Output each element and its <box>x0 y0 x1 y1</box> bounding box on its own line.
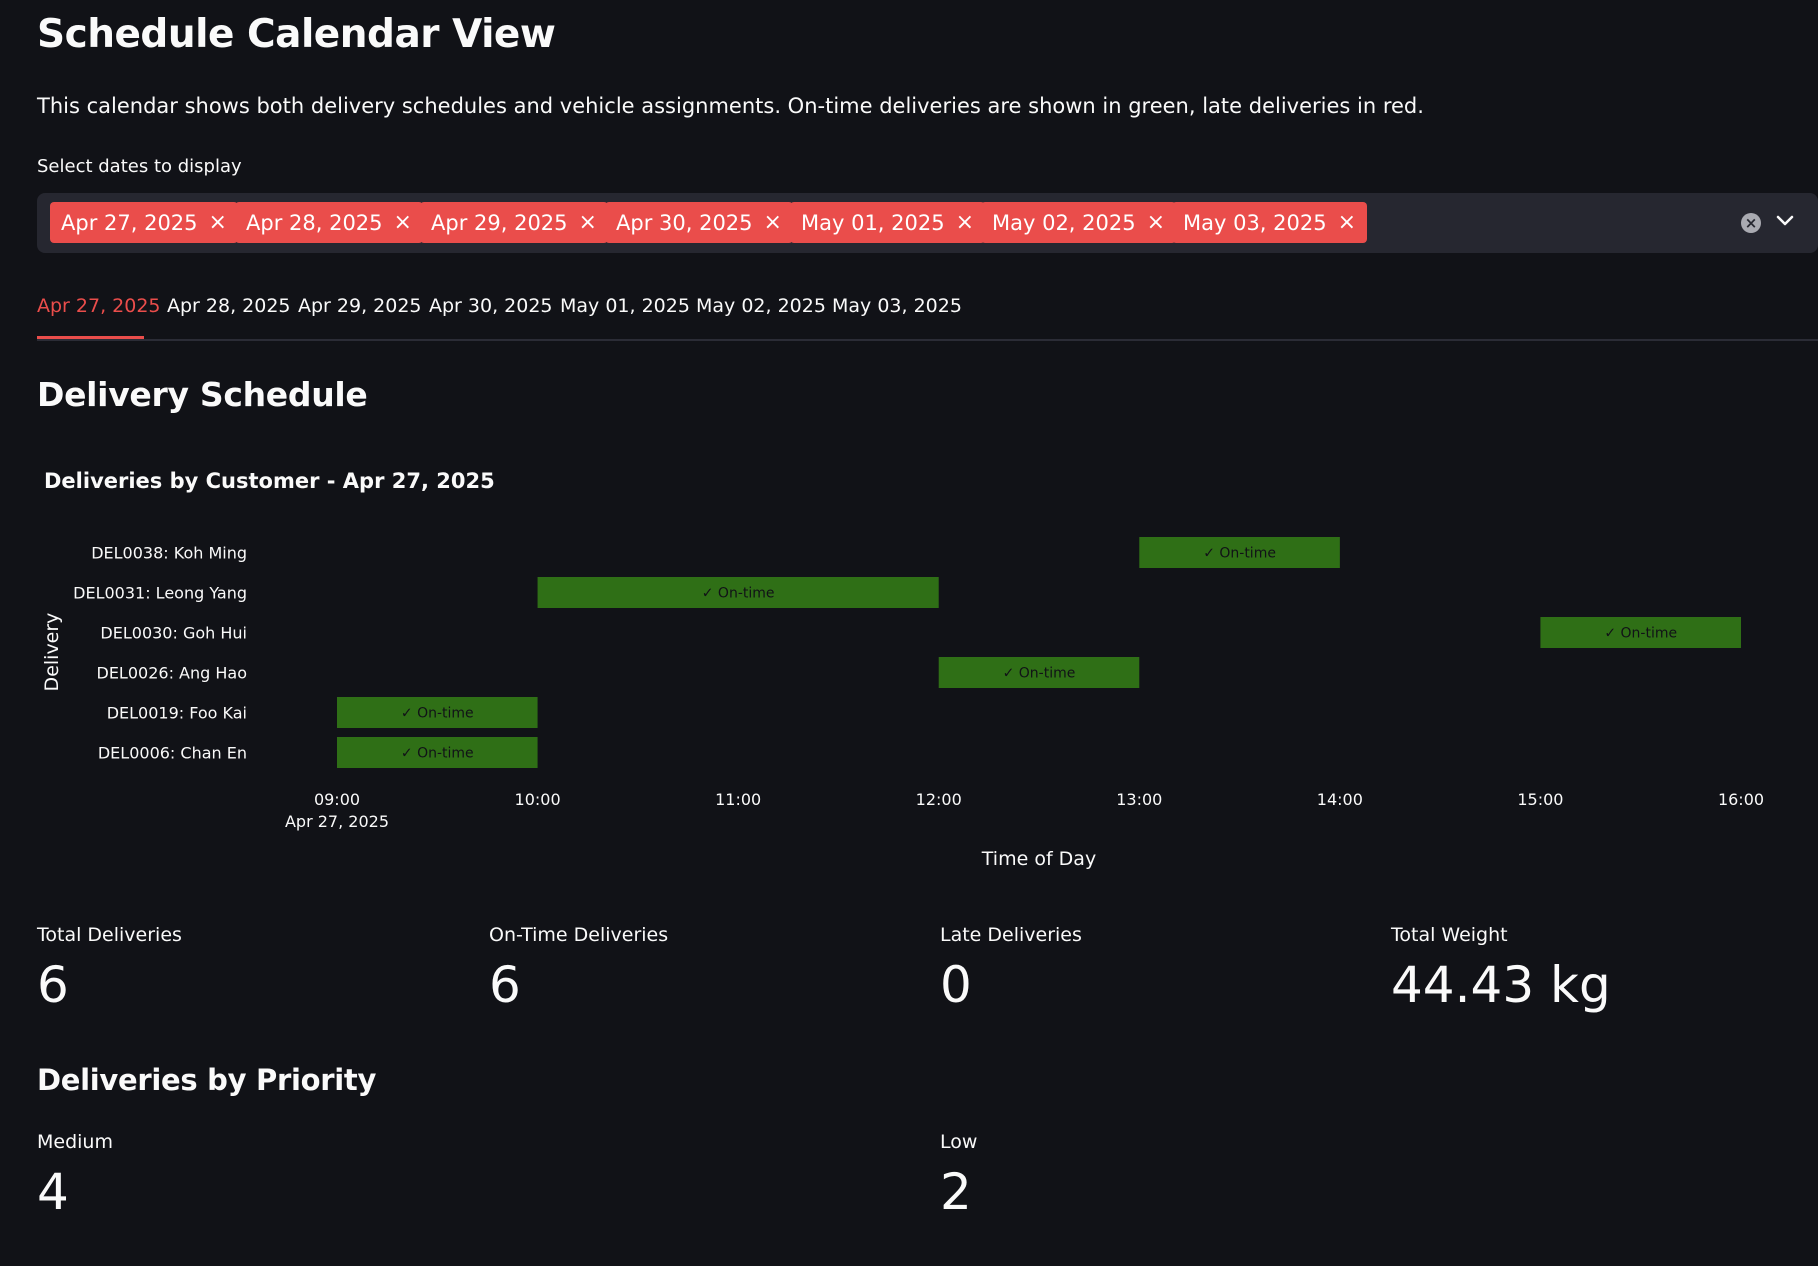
bar-label: ✓ On-time <box>1203 546 1276 562</box>
y-tick-label: DEL0030: Goh Hui <box>100 624 247 643</box>
metric-label: Total Weight <box>1391 924 1508 946</box>
metric-value-medium-priority: 4 <box>37 1163 69 1221</box>
chip-label: Apr 29, 2025 <box>431 210 568 235</box>
delivery-bar[interactable] <box>337 697 538 728</box>
metric-label: Medium <box>37 1131 113 1153</box>
delivery-bar[interactable] <box>1540 617 1741 648</box>
y-tick-label: DEL0026: Ang Hao <box>97 664 248 683</box>
x-tick-label: 14:00 <box>1317 790 1363 809</box>
metric-value-on-time-deliveries: 6 <box>489 956 521 1014</box>
chip-label: May 02, 2025 <box>992 210 1136 235</box>
close-icon[interactable]: × <box>393 209 412 235</box>
date-chip[interactable]: Apr 30, 2025 × <box>605 202 793 243</box>
bar-label: ✓ On-time <box>401 706 474 722</box>
tab-apr-29[interactable]: Apr 29, 2025 <box>298 295 422 317</box>
bar-label: ✓ On-time <box>702 586 775 602</box>
tab-apr-30[interactable]: Apr 30, 2025 <box>429 295 553 317</box>
metric-label: Low <box>940 1131 978 1153</box>
active-tab-indicator <box>37 336 144 339</box>
x-tick-date-label: Apr 27, 2025 <box>285 812 389 831</box>
chart-title: Deliveries by Customer - Apr 27, 2025 <box>44 469 495 493</box>
chip-label: Apr 28, 2025 <box>246 210 383 235</box>
tab-apr-28[interactable]: Apr 28, 2025 <box>167 295 291 317</box>
x-tick-label: 11:00 <box>715 790 761 809</box>
y-tick-label: DEL0006: Chan En <box>98 744 247 763</box>
y-tick-label: DEL0038: Koh Ming <box>91 544 247 563</box>
metric-value-total-deliveries: 6 <box>37 956 69 1014</box>
x-tick-label: 10:00 <box>515 790 561 809</box>
close-icon[interactable]: × <box>1337 209 1357 235</box>
metric-value-total-weight: 44.43 kg <box>1391 956 1611 1014</box>
close-icon[interactable]: × <box>955 209 975 235</box>
close-icon[interactable]: × <box>208 209 227 235</box>
chart-bars: ✓ On-time ✓ On-time ✓ On-time ✓ On-time ✓ On… <box>337 537 1741 768</box>
date-chip[interactable]: May 01, 2025 × <box>790 202 986 243</box>
metric-value-late-deliveries: 0 <box>940 956 972 1014</box>
y-tick-label: DEL0019: Foo Kai <box>107 704 247 723</box>
chip-label: May 03, 2025 <box>1183 210 1327 235</box>
tab-apr-27[interactable]: Apr 27, 2025 <box>37 295 161 317</box>
x-axis-ticks: 09:00 10:00 11:00 12:00 13:00 14:00 15:00 16:00 <box>314 790 1764 809</box>
delivery-bar[interactable] <box>938 657 1140 688</box>
close-icon[interactable]: × <box>578 209 597 235</box>
x-tick-label: 12:00 <box>916 790 962 809</box>
metric-label: On-Time Deliveries <box>489 924 669 946</box>
date-multiselect[interactable]: Apr 27, 2025 × Apr 28, 2025 × Apr 29, 20… <box>37 193 1818 253</box>
y-tick-label: DEL0031: Leong Yang <box>73 584 247 603</box>
metric-value-low-priority: 2 <box>940 1163 972 1221</box>
chip-label: May 01, 2025 <box>801 210 945 235</box>
tab-may-02[interactable]: May 02, 2025 <box>696 295 826 317</box>
intro-text: This calendar shows both delivery schedu… <box>37 94 1424 118</box>
delivery-bar[interactable] <box>337 737 538 768</box>
clear-icon[interactable]: × <box>1741 213 1761 233</box>
delivery-bar[interactable] <box>1139 537 1340 568</box>
x-tick-label: 15:00 <box>1517 790 1563 809</box>
date-chip[interactable]: May 02, 2025 × <box>981 202 1177 243</box>
x-tick-label: 16:00 <box>1718 790 1764 809</box>
tab-may-03[interactable]: May 03, 2025 <box>832 295 962 317</box>
date-chip[interactable]: Apr 29, 2025 × <box>420 202 608 243</box>
bar-label: ✓ On-time <box>1003 666 1076 682</box>
delivery-schedule-heading: Delivery Schedule <box>37 375 368 414</box>
page-title: Schedule Calendar View <box>37 12 556 57</box>
bar-label: ✓ On-time <box>401 746 474 762</box>
chip-label: Apr 27, 2025 <box>61 210 198 235</box>
delivery-bar[interactable] <box>537 577 939 608</box>
metric-label: Total Deliveries <box>37 924 182 946</box>
date-chip[interactable]: May 03, 2025 × <box>1172 202 1368 243</box>
date-select-label: Select dates to display <box>37 156 242 177</box>
chip-label: Apr 30, 2025 <box>616 210 753 235</box>
bar-label: ✓ On-time <box>1604 626 1677 642</box>
metric-label: Late Deliveries <box>940 924 1082 946</box>
delivery-timeline-chart: Deliveries by Customer - Apr 27, 2025 DE… <box>41 469 1764 870</box>
x-axis-label: Time of Day <box>981 848 1096 870</box>
x-tick-label: 13:00 <box>1116 790 1162 809</box>
close-icon[interactable]: × <box>763 209 782 235</box>
y-axis-label: Delivery <box>41 613 63 692</box>
chevron-down-icon[interactable] <box>1773 208 1797 232</box>
date-tabs: Apr 27, 2025 Apr 28, 2025 Apr 29, 2025 A… <box>37 289 1818 341</box>
date-chip[interactable]: Apr 27, 2025 × <box>50 202 238 243</box>
priority-heading: Deliveries by Priority <box>37 1063 377 1097</box>
tab-may-01[interactable]: May 01, 2025 <box>560 295 690 317</box>
close-icon[interactable]: × <box>1146 209 1166 235</box>
date-chip[interactable]: Apr 28, 2025 × <box>235 202 423 243</box>
y-axis-labels: DEL0038: Koh Ming DEL0031: Leong Yang DEL0… <box>73 544 247 763</box>
x-tick-label: 09:00 <box>314 790 360 809</box>
